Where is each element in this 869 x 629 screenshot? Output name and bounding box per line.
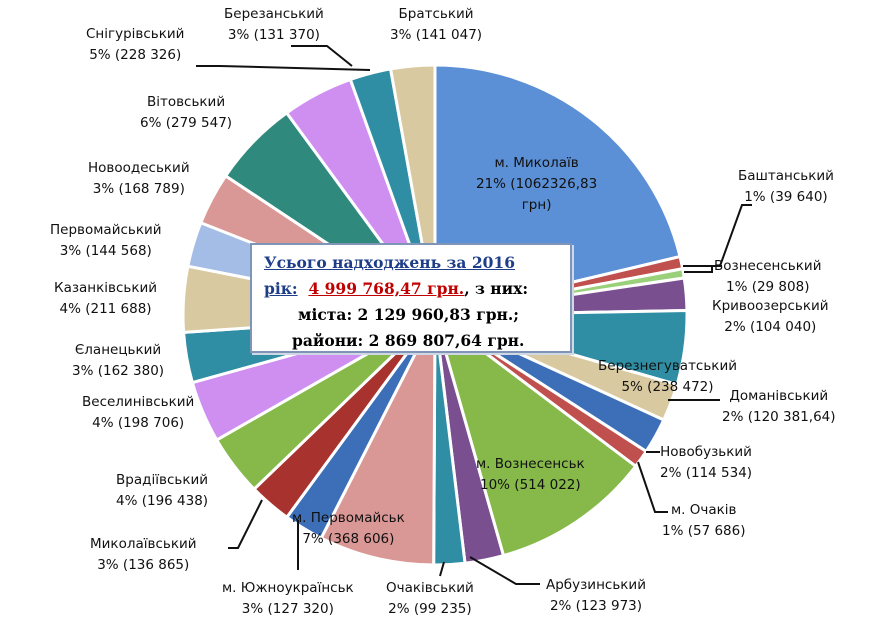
leader-line: [469, 556, 540, 585]
leader-line: [439, 561, 445, 577]
pie-slice: [432, 311, 638, 558]
label-yelanetskyi: Єланецький 3% (162 380): [72, 342, 165, 379]
label-veselynivskyi: Веселинівський 4% (198 706): [82, 394, 195, 431]
label-pervomaiskyi: Первомайський 3% (144 568): [50, 222, 162, 259]
summary-line-1: Усього надходжень за 2016: [264, 253, 515, 272]
label-snihurivskyi: Снігурівський 5% (228 326): [86, 26, 185, 63]
label-vitovskyi: Вітовський 6% (279 547): [140, 94, 233, 131]
label-vradiivskyi: Врадіївський 4% (196 438): [116, 472, 209, 509]
label-m-mykolaiv: м. Миколаїв 21% (1062326,83 грн): [476, 155, 598, 213]
label-m-ochakiv: м. Очаків 1% (57 686): [662, 502, 746, 539]
leader-line: [684, 265, 722, 273]
summary-box: Усього надходжень за 2016 рік: 4 999 768…: [250, 243, 572, 353]
leader-line: [228, 499, 263, 549]
label-kryvoozerskyi: Кривоозерський 2% (104 040): [712, 298, 829, 335]
leader-line: [683, 204, 752, 267]
label-bashtanskyi: Баштанський 1% (39 640): [738, 168, 834, 205]
label-domanivskyi: Доманівський 2% (120 381,64): [722, 388, 836, 425]
pie-slice: [319, 314, 437, 567]
label-berezanskyi: Березанський 3% (131 370): [224, 6, 324, 43]
label-novoodeskyi: Новоодеський 3% (168 789): [88, 160, 190, 197]
summary-line-2: рік: 4 999 768,47 грн., з них:: [264, 279, 529, 298]
label-m-pervomaisk: м. Первомайськ 7% (368 606): [292, 510, 405, 547]
leader-line: [637, 461, 668, 513]
leader-line: [196, 65, 371, 71]
label-ochakivskyi: Очаківський 2% (99 235): [386, 580, 474, 617]
label-bereznehuvatskyi: Березнегуватський 5% (238 472): [598, 358, 738, 395]
summary-line-4: райони: 2 869 807,64 грн.: [292, 331, 525, 350]
label-yuzhnoukrainsk: м. Южноукраїнськ 3% (127 320): [222, 580, 354, 617]
label-kazankivskyi: Казанківський 4% (211 688): [54, 280, 158, 317]
label-novobuzkyi: Новобузький 2% (114 534): [660, 444, 753, 481]
leader-line: [291, 45, 353, 67]
label-mykolaivskyi: Миколаївський 3% (136 865): [90, 536, 197, 573]
label-arbuzynskyi: Арбузинський 2% (123 973): [546, 577, 646, 614]
label-voznesenskyi: Вознесенський 1% (29 808): [714, 258, 822, 295]
summary-line-3: міста: 2 129 960,83 грн.;: [298, 305, 520, 324]
label-bratskyi: Братський 3% (141 047): [390, 6, 483, 43]
label-m-voznesensk: м. Вознесенськ 10% (514 022): [476, 456, 585, 493]
